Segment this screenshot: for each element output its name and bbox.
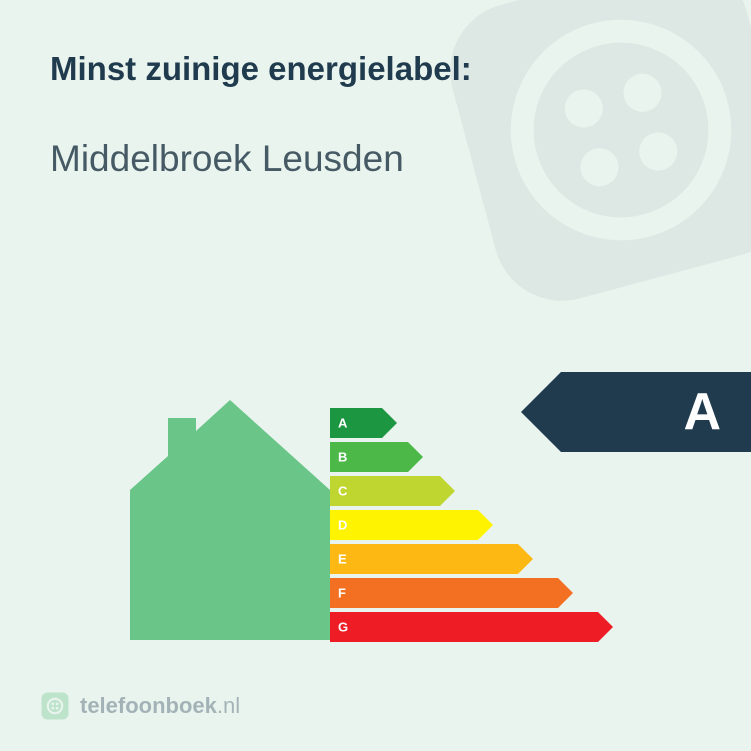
content-area: Minst zuinige energielabel: Middelbroek …: [0, 0, 751, 180]
brand-icon: [40, 691, 70, 721]
page-title: Minst zuinige energielabel:: [50, 50, 701, 88]
brand-name: telefoonboek: [80, 693, 217, 718]
energy-bar-label: A: [338, 416, 347, 431]
energy-bar-label: F: [338, 586, 346, 601]
house-icon: [130, 400, 330, 645]
rating-indicator-label: A: [683, 382, 721, 442]
brand-text: telefoonboek.nl: [80, 693, 240, 719]
energy-bar-label: D: [338, 518, 347, 533]
energy-bar-label: B: [338, 450, 347, 465]
energy-bar-label: C: [338, 484, 347, 499]
brand-tld: .nl: [217, 693, 240, 718]
location-name: Middelbroek Leusden: [50, 138, 701, 180]
energy-bar-label: E: [338, 552, 347, 567]
footer-brand: telefoonboek.nl: [40, 691, 240, 721]
rating-indicator: A: [521, 372, 751, 452]
energy-bar-label: G: [338, 620, 348, 635]
